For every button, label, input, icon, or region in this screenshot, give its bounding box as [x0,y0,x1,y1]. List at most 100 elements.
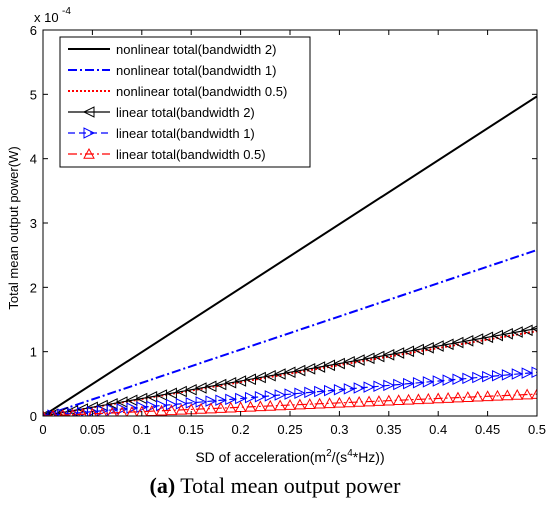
legend-entry-6: linear total(bandwidth 0.5) [116,147,266,162]
series-4-marker [521,324,533,337]
series-6-marker [313,397,326,409]
series-4-marker [145,390,158,403]
series-6-marker [392,394,405,406]
y-tick-label: 1 [30,345,37,360]
series-6-marker [303,398,316,409]
series-6-marker [521,388,533,400]
series-4-marker [461,334,474,347]
series-5-marker [254,390,267,403]
series-4-marker [402,345,415,358]
y-tick-label: 3 [30,216,37,231]
series-5-marker [482,370,494,383]
series-line-5 [43,371,537,416]
series-5-marker [314,385,326,398]
series-4-marker [511,326,523,338]
series-5-marker [531,366,537,379]
series-5-marker [47,409,59,416]
series-4-marker [451,336,464,349]
series-6-marker [422,392,435,404]
series-5-marker [156,399,168,412]
series-5-marker [442,374,455,386]
series-6-marker [343,396,356,408]
series-6-marker [195,402,207,414]
series-6-marker [264,399,277,411]
series-4-marker [185,383,197,396]
series-5-marker [462,372,474,385]
line-chart: 0 0.05 0.1 0.15 0.2 0.25 0.3 0.35 0.4 0.45 0.5 0 1 2 3… [6,6,546,465]
series-5-marker [373,380,386,393]
series-4-marker [362,352,375,365]
series-5-marker [452,373,465,386]
series-4-marker [422,341,434,354]
series-5-marker [57,408,69,416]
series-6-marker [353,395,365,407]
series-5-marker [403,377,415,390]
x-tick-label: 0.3 [330,422,348,437]
x-label-part-2: /(s [332,449,348,465]
x-label-part-3: *Hz)) [353,449,385,465]
series-4-marker [432,340,444,352]
x-label-sup-2: 4 [347,448,353,459]
x-label-part-1: SD of acceleration(m [195,449,326,465]
x-tick-label: 0.2 [232,422,250,437]
series-5-marker [235,392,247,405]
series-5-marker [274,389,287,401]
series-6-marker [501,389,514,401]
series-6-marker [68,408,77,416]
series-5-marker [264,390,277,402]
series-5-marker [165,398,178,411]
legend-entry-2: nonlinear total(bandwidth 1) [116,63,276,78]
series-5-marker [422,376,435,388]
series-4-marker [333,357,345,370]
series-4-marker [441,338,454,351]
series-6-marker [107,406,118,416]
series-6-marker [323,397,336,409]
series-6-marker [145,405,158,416]
series-5-marker [521,367,534,379]
legend-marker-5 [83,127,96,139]
series-5-marker [412,376,425,389]
y-tick-label: 6 [30,23,37,38]
x-tick-label: 0.1 [133,422,151,437]
legend-entry-3: nonlinear total(bandwidth 0.5) [116,84,287,99]
series-4-marker [501,327,513,340]
series-5-marker [511,368,524,380]
series-6-marker [155,404,168,416]
series-4-marker [165,387,177,400]
caption-text: Total mean output power [175,473,401,498]
series-5-marker [284,388,297,400]
series-6-marker [402,393,415,405]
series-5-marker [491,369,504,382]
series-4-marker [264,369,276,382]
series-6-marker [175,403,188,415]
series-4-marker [274,368,286,380]
x-tick-label: 0.35 [376,422,401,437]
x-tick-label: 0.5 [528,422,546,437]
series-line-3 [43,330,537,416]
series-5-marker [136,401,148,414]
series-4-marker [135,392,148,405]
series-6-marker [432,392,445,404]
axes: 0 0.05 0.1 0.15 0.2 0.25 0.3 0.35 0.4 0.45 0.5 0 1 2 3… [30,23,546,437]
y-tick-label: 5 [30,87,37,102]
series-5-marker [501,369,514,381]
series-6-marker [254,400,267,412]
series-5-marker [244,391,257,404]
series-6-marker [382,394,395,406]
legend: nonlinear total(bandwidth 2) nonlinear to… [59,36,311,168]
series-6-marker [97,407,107,416]
series-5-marker [343,383,356,395]
series-4-marker [471,333,484,345]
series-6-marker [87,407,97,416]
series-5-marker [126,402,139,414]
series-6-marker [294,398,306,410]
caption-label: (a) [149,473,176,498]
x-tick-label: 0.05 [80,422,105,437]
series-5-marker [393,378,405,391]
series-6-marker [224,401,237,413]
series-4-marker [214,378,227,391]
series-5-marker [353,382,366,394]
x-axis-label: SD of acceleration(m2/(s4*Hz)) [195,448,384,465]
series-5-marker [333,383,346,396]
legend-marker-4 [82,106,95,118]
